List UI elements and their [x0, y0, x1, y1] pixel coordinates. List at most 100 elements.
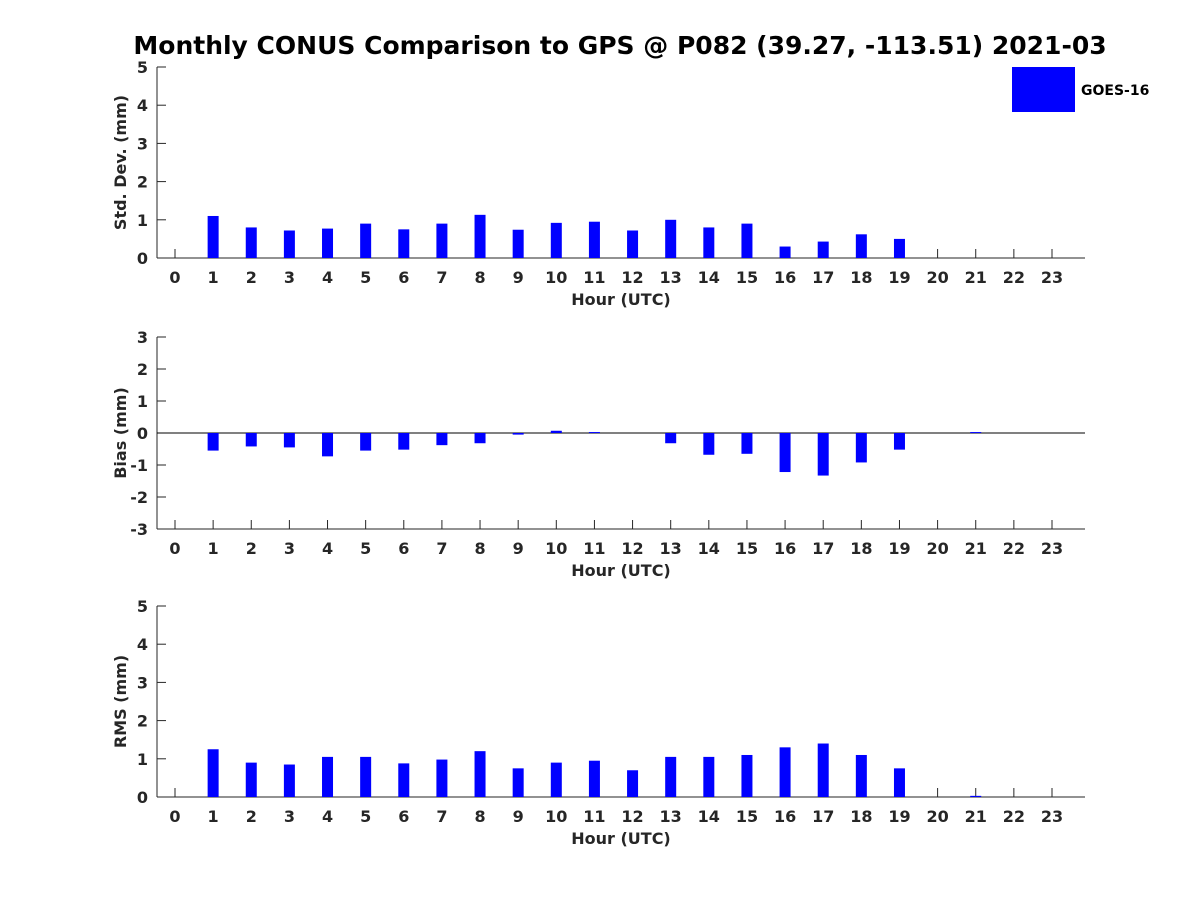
x-tick-label: 6: [398, 539, 409, 558]
bar-hour-12: [627, 230, 639, 258]
x-tick-label: 6: [398, 268, 409, 287]
x-tick-label: 21: [965, 268, 987, 287]
y-axis-label: Bias (mm): [111, 387, 130, 479]
x-axis-label: Hour (UTC): [571, 290, 671, 309]
x-tick-label: 15: [736, 539, 758, 558]
x-tick-label: 14: [698, 539, 720, 558]
x-tick-label: 12: [621, 539, 643, 558]
x-tick-label: 19: [888, 807, 910, 826]
bar-hour-14: [703, 227, 715, 258]
x-tick-label: 8: [474, 268, 485, 287]
y-tick-label: -3: [130, 520, 148, 539]
y-tick-label: 0: [137, 424, 148, 443]
x-tick-label: 3: [284, 807, 295, 826]
bar-hour-11: [588, 221, 600, 258]
x-tick-label: 14: [698, 268, 720, 287]
bar-hour-4: [322, 756, 334, 797]
x-tick-label: 2: [246, 807, 257, 826]
x-tick-label: 7: [436, 807, 447, 826]
legend: GOES-16: [1012, 67, 1149, 112]
bar-hour-8: [474, 433, 486, 444]
x-tick-label: 23: [1041, 268, 1063, 287]
x-tick-label: 23: [1041, 807, 1063, 826]
bar-hour-3: [283, 230, 295, 258]
x-tick-label: 15: [736, 268, 758, 287]
bar-hour-17: [817, 241, 829, 258]
y-tick-label: 5: [137, 58, 148, 77]
y-tick-label: 3: [137, 134, 148, 153]
x-tick-label: 16: [774, 807, 796, 826]
bar-hour-4: [322, 433, 334, 457]
bar-hour-17: [817, 743, 829, 797]
bar-hour-15: [741, 754, 753, 797]
x-tick-label: 1: [208, 807, 219, 826]
bar-hour-2: [245, 433, 257, 447]
bar-hour-3: [283, 764, 295, 797]
bar-hour-17: [817, 433, 829, 476]
y-tick-label: 4: [137, 635, 148, 654]
x-tick-label: 17: [812, 268, 834, 287]
bar-hour-14: [703, 756, 715, 797]
x-tick-label: 13: [660, 807, 682, 826]
bar-hour-19: [893, 433, 905, 450]
bar-hour-3: [283, 433, 295, 448]
bar-hour-7: [436, 223, 448, 258]
bar-hour-1: [207, 215, 219, 258]
bar-hour-10: [550, 762, 562, 797]
bar-hour-21: [970, 432, 982, 434]
bar-hour-4: [322, 228, 334, 258]
x-tick-label: 13: [660, 268, 682, 287]
x-tick-label: 20: [926, 807, 948, 826]
x-tick-label: 18: [850, 268, 872, 287]
x-tick-label: 2: [246, 268, 257, 287]
bar-hour-12: [627, 770, 639, 797]
x-tick-label: 18: [850, 539, 872, 558]
bar-hour-10: [550, 430, 562, 433]
legend-swatch: [1012, 67, 1075, 112]
bar-hour-1: [207, 749, 219, 797]
y-tick-label: 5: [137, 597, 148, 616]
x-tick-label: 10: [545, 539, 567, 558]
x-tick-label: 20: [926, 268, 948, 287]
bar-hour-14: [703, 433, 715, 455]
bar-hour-6: [398, 229, 410, 258]
x-tick-label: 21: [965, 807, 987, 826]
x-tick-label: 12: [621, 268, 643, 287]
bar-hour-5: [360, 756, 372, 797]
x-tick-label: 21: [965, 539, 987, 558]
x-tick-label: 1: [208, 268, 219, 287]
bar-hour-13: [665, 756, 677, 797]
y-axis-label: Std. Dev. (mm): [111, 95, 130, 230]
x-tick-label: 8: [474, 807, 485, 826]
bar-hour-13: [665, 219, 677, 258]
x-tick-label: 4: [322, 807, 333, 826]
y-axis-label: RMS (mm): [111, 655, 130, 748]
legend-label: GOES-16: [1081, 83, 1149, 99]
x-tick-label: 10: [545, 268, 567, 287]
bar-hour-2: [245, 762, 257, 797]
y-tick-label: 3: [137, 328, 148, 347]
bar-hour-9: [512, 433, 524, 435]
x-tick-label: 16: [774, 539, 796, 558]
x-tick-label: 5: [360, 807, 371, 826]
x-tick-label: 17: [812, 807, 834, 826]
x-tick-label: 1: [208, 539, 219, 558]
bar-hour-2: [245, 227, 257, 258]
x-tick-label: 20: [926, 539, 948, 558]
bar-hour-1: [207, 433, 219, 451]
x-tick-label: 11: [583, 539, 605, 558]
x-tick-label: 4: [322, 268, 333, 287]
x-tick-label: 12: [621, 807, 643, 826]
bar-hour-16: [779, 747, 791, 797]
x-tick-label: 13: [660, 539, 682, 558]
bar-hour-7: [436, 759, 448, 797]
y-tick-label: -2: [130, 488, 148, 507]
bar-hour-8: [474, 214, 486, 258]
x-tick-label: 16: [774, 268, 796, 287]
x-tick-label: 0: [169, 268, 180, 287]
bar-hour-11: [588, 432, 600, 434]
bar-hour-18: [855, 754, 867, 797]
y-tick-label: 2: [137, 360, 148, 379]
x-tick-label: 15: [736, 807, 758, 826]
